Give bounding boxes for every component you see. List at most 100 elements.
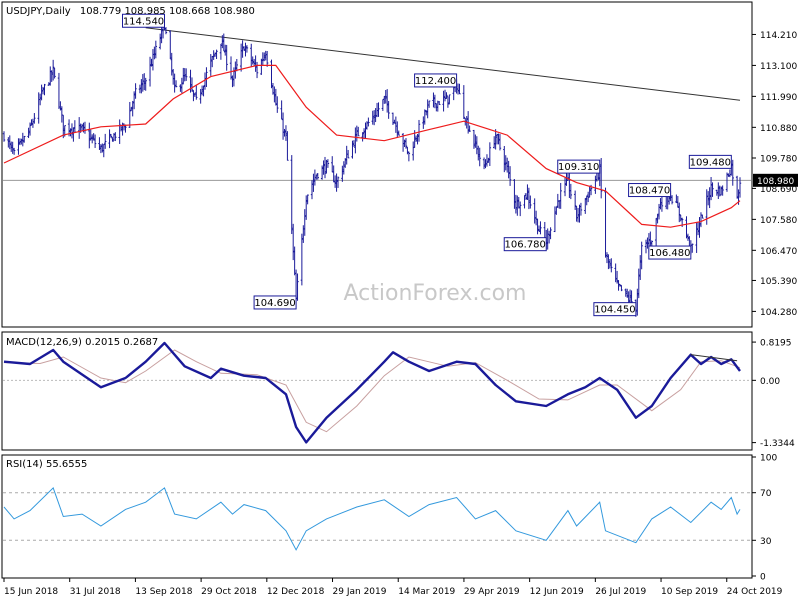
ohlc-bar <box>678 202 681 223</box>
ohlc-bar <box>53 67 56 79</box>
annotation-box <box>688 154 732 169</box>
price-annotation: 112.400 <box>414 73 458 88</box>
rsi-line <box>3 486 741 551</box>
x-tick-label: 29 Oct 2018 <box>201 587 257 597</box>
trendline <box>145 27 741 101</box>
macd-y-tick-label: 0.8195 <box>760 339 792 349</box>
annotation-label: 104.450 <box>594 305 635 316</box>
annotation-label: 109.310 <box>558 162 599 173</box>
ohlc-bar <box>104 133 107 149</box>
ohlc-bar <box>445 92 448 100</box>
ohlc-bar <box>215 49 218 59</box>
ohlc-bar <box>190 77 194 92</box>
ohlc-bar <box>195 84 198 100</box>
annotation-box <box>122 13 166 28</box>
ohlc-bar <box>134 83 137 99</box>
macd-y-tick-label: 0.00 <box>760 377 780 387</box>
price-y-tick-label: 113.100 <box>760 62 797 72</box>
ohlc-bar <box>498 133 502 151</box>
price-annotation: 114.540 <box>122 13 166 28</box>
price-annotation: 104.690 <box>253 295 297 310</box>
annotation-box <box>503 237 547 252</box>
rsi-y-tick-label: 70 <box>760 489 772 499</box>
ohlc-bar <box>549 227 552 240</box>
ohlc-bar <box>2 131 6 142</box>
price-y-tick-label: 107.580 <box>760 216 797 226</box>
ohlc-bar <box>144 77 147 91</box>
ohlc-bar <box>43 83 46 96</box>
ohlc-bar <box>255 61 259 79</box>
ohlc-bar <box>579 202 583 216</box>
rsi-y-tick-label: 0 <box>760 573 766 583</box>
ohlc-bar <box>559 182 562 209</box>
x-tick-label: 29 Apr 2019 <box>464 587 520 597</box>
x-tick-label: 12 Dec 2018 <box>267 587 325 597</box>
rsi-pane <box>1 454 753 579</box>
ohlc-bar <box>192 90 195 102</box>
annotation-box <box>648 245 692 260</box>
ohlc-bar <box>51 59 55 81</box>
ohlc-bar <box>154 40 158 59</box>
ohlc-bar <box>387 101 390 119</box>
macd-title: MACD(12,26,9) 0.2015 0.2687 <box>6 337 158 348</box>
ohlc-bar <box>691 243 694 253</box>
annotation-label: 109.480 <box>690 157 731 168</box>
annotation-label: 108.470 <box>629 186 670 197</box>
x-tick-label: 15 Jun 2018 <box>4 587 58 597</box>
x-tick-label: 13 Sep 2018 <box>135 587 192 597</box>
x-tick-label: 26 Jul 2019 <box>595 587 646 597</box>
x-tick-label: 10 Sep 2019 <box>661 587 718 597</box>
ohlc-bar <box>276 96 279 113</box>
price-y-tick-label: 108.690 <box>760 185 797 195</box>
ohlc-bar <box>111 137 114 142</box>
price-annotation: 109.480 <box>688 154 732 169</box>
last-price-badge: 108.980 <box>753 173 798 187</box>
ohlc-bar <box>620 284 623 292</box>
macd-divergence-line <box>690 354 738 362</box>
price-y-tick-label: 110.880 <box>760 124 797 134</box>
x-tick-label: 29 Jan 2019 <box>333 587 387 597</box>
ohlc-bar <box>23 135 26 143</box>
ohlc-bar <box>367 117 370 127</box>
annotation-box <box>253 295 297 310</box>
ohlc-bar <box>245 45 249 53</box>
ohlc-bar <box>519 201 522 217</box>
ohlc-bar <box>478 147 481 167</box>
last-price-badge-bg <box>753 173 798 187</box>
ohlc-bar <box>660 195 664 212</box>
annotation-box <box>593 302 637 317</box>
x-tick-label: 24 Oct 2019 <box>727 587 783 597</box>
x-tick-label: 12 Jun 2019 <box>530 587 584 597</box>
ohlc-bar <box>407 151 411 162</box>
ohlc-bar <box>670 195 674 205</box>
ohlc-bar <box>174 80 178 88</box>
ohlc-bar <box>225 44 228 71</box>
x-tick-label: 14 Mar 2019 <box>398 587 455 597</box>
macd-pane <box>1 331 753 451</box>
ohlc-bar <box>235 58 239 72</box>
symbol-label: USDJPY,Daily <box>6 6 71 17</box>
x-tick-label: 31 Jul 2018 <box>70 587 121 597</box>
ohlc-bar <box>711 182 714 197</box>
ohlc-bar <box>404 138 408 149</box>
price-pane <box>1 1 753 328</box>
ohlc-bar <box>286 131 289 161</box>
annotation-label: 114.540 <box>123 16 164 27</box>
ohlc-bars <box>2 22 742 317</box>
ohlc-bar <box>377 102 380 117</box>
ohlc-values: 108.779 108.985 108.668 108.980 <box>80 6 255 17</box>
ohlc-bar <box>438 101 441 106</box>
moving-average-line <box>3 64 741 228</box>
ohlc-bar <box>468 125 471 132</box>
ohlc-bar <box>114 132 117 142</box>
rsi-y-tick-label: 100 <box>760 454 777 464</box>
price-plot: 114.540 104.690 112.400 106.780 109.310 104.4… <box>2 13 751 317</box>
last-price-label: 108.980 <box>757 177 794 187</box>
ohlc-bar <box>640 241 643 270</box>
ohlc-bar <box>610 258 613 273</box>
annotation-label: 112.400 <box>415 76 456 87</box>
ohlc-bar <box>448 94 451 105</box>
rsi-title: RSI(14) 55.6555 <box>6 459 87 470</box>
